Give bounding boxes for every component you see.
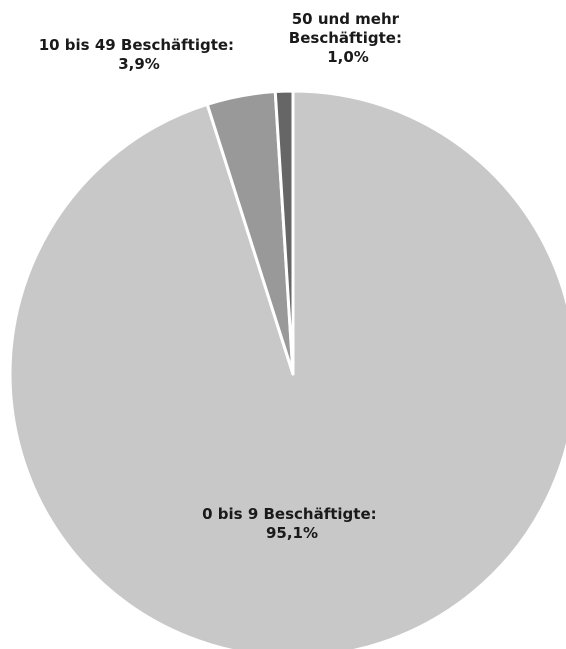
- slice-label-10-49: 10 bis 49 Beschäftigte: 3,9%: [39, 36, 240, 73]
- pie-labels: 0 bis 9 Beschäftigte: 95,1% 10 bis 49 Be…: [39, 10, 407, 542]
- pie-slices: [8, 89, 566, 649]
- pie-slice-0-9: [8, 89, 566, 649]
- slice-label-50-plus: 50 und mehr Beschäftigte: 1,0%: [289, 10, 407, 66]
- slice-label-0-9: 0 bis 9 Beschäftigte: 95,1%: [202, 505, 382, 542]
- pie-slice-50-plus: [273, 89, 295, 376]
